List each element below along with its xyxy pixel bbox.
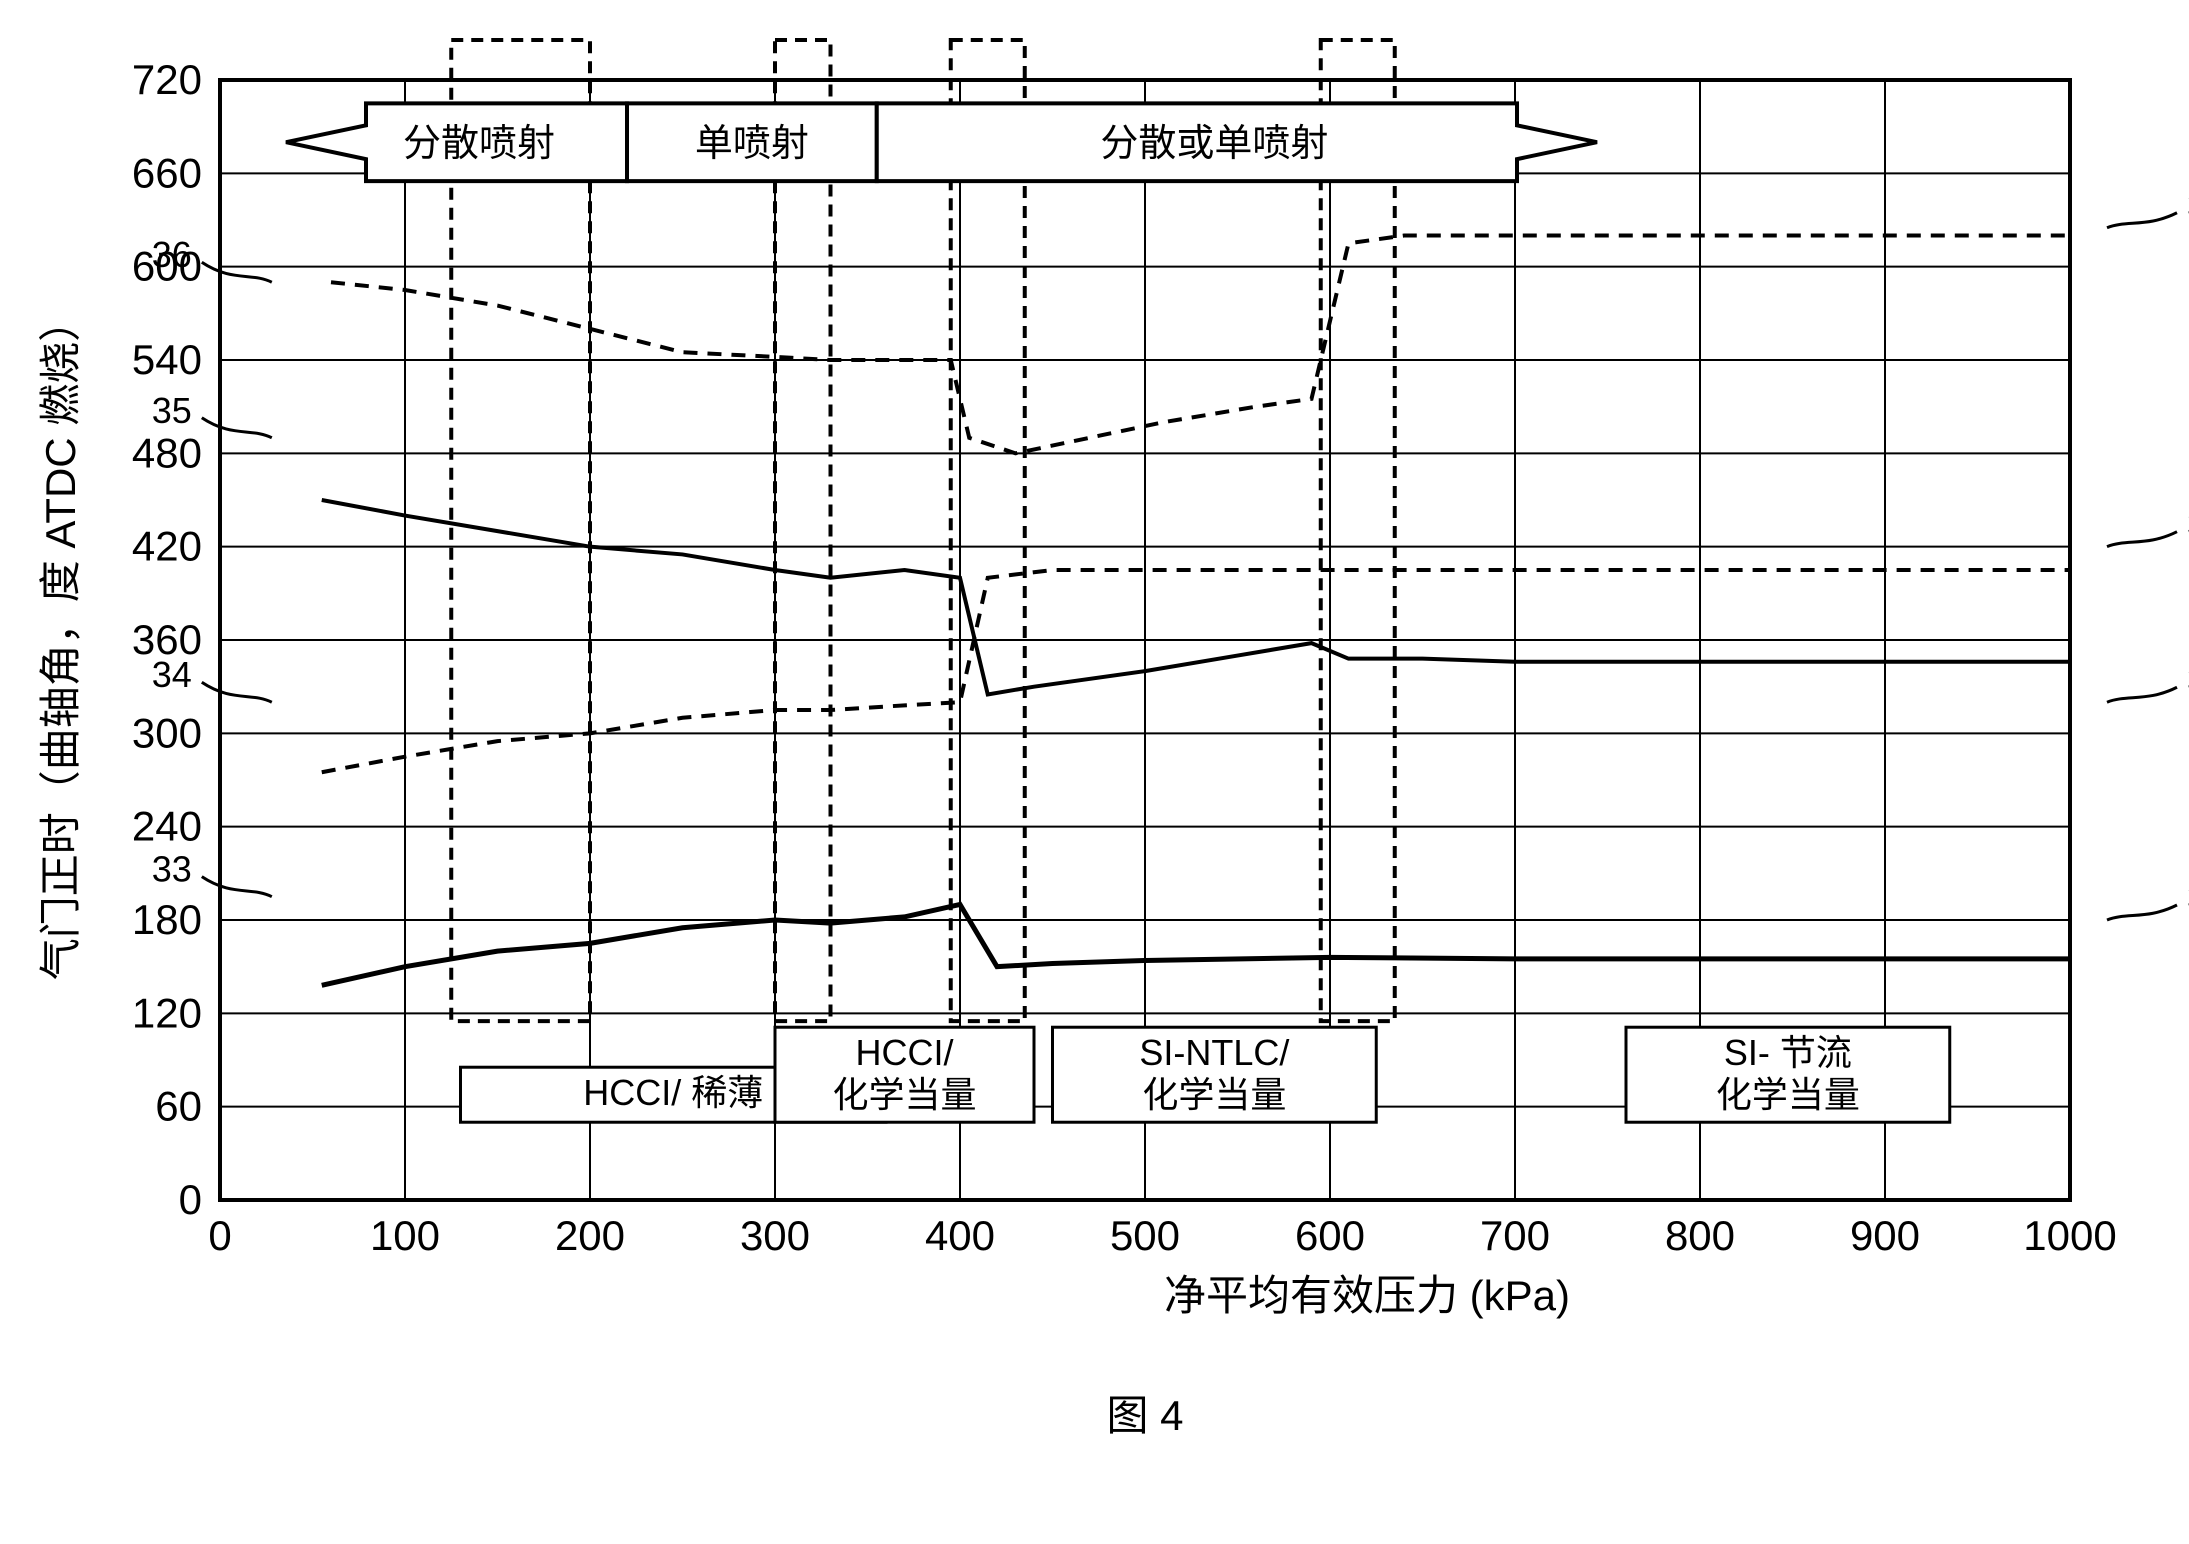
figure-label: 图 4 bbox=[1106, 1392, 1183, 1439]
leader-curve bbox=[2107, 532, 2177, 547]
chart-container: 0 100 200 300 400 500 600 700 800 900 1000 0 60 120 18… bbox=[20, 20, 2189, 1524]
line-label: 33 bbox=[152, 849, 192, 890]
ytick-label: 420 bbox=[132, 523, 202, 570]
ytick-label: 540 bbox=[132, 336, 202, 383]
xtick-label: 500 bbox=[1110, 1212, 1180, 1259]
ytick-label: 720 bbox=[132, 56, 202, 103]
xtick-label: 200 bbox=[555, 1212, 625, 1259]
ytick-label: 300 bbox=[132, 709, 202, 756]
y-axis-label: 气门正时（曲轴角，度 ATDC 燃烧） bbox=[37, 300, 84, 981]
ytick-label: 120 bbox=[132, 989, 202, 1036]
region-label: 化学当量 bbox=[832, 1074, 976, 1115]
region-label: 化学当量 bbox=[1716, 1074, 1860, 1115]
ytick-label: 480 bbox=[132, 429, 202, 476]
leader-curve bbox=[2107, 905, 2177, 920]
region-label: HCCI/ bbox=[856, 1032, 954, 1073]
region-label: 化学当量 bbox=[1142, 1074, 1286, 1115]
ytick-label: 660 bbox=[132, 149, 202, 196]
arrow-label: 分散或单喷射 bbox=[1100, 123, 1328, 165]
region-label: HCCI/ 稀薄 bbox=[583, 1072, 763, 1113]
arrow-label: 分散喷射 bbox=[403, 123, 555, 165]
region-label: SI- 节流 bbox=[1724, 1032, 1852, 1073]
arrow-label: 单喷射 bbox=[695, 123, 809, 165]
chart-svg: 0 100 200 300 400 500 600 700 800 900 1000 0 60 120 18… bbox=[20, 20, 2189, 1524]
xtick-label: 1000 bbox=[2023, 1212, 2116, 1259]
ytick-label: 180 bbox=[132, 896, 202, 943]
xtick-label: 0 bbox=[208, 1212, 231, 1259]
xtick-label: 300 bbox=[740, 1212, 810, 1259]
line-label: 35 bbox=[152, 390, 192, 431]
xtick-label: 700 bbox=[1480, 1212, 1550, 1259]
xtick-label: 100 bbox=[370, 1212, 440, 1259]
xtick-label: 400 bbox=[925, 1212, 995, 1259]
ytick-label: 240 bbox=[132, 803, 202, 850]
xtick-label: 900 bbox=[1850, 1212, 1920, 1259]
leader-curve bbox=[2107, 213, 2177, 228]
region-label: SI-NTLC/ bbox=[1139, 1032, 1289, 1073]
ytick-label: 60 bbox=[155, 1083, 202, 1130]
line-label: 34 bbox=[152, 654, 192, 695]
xtick-label: 800 bbox=[1665, 1212, 1735, 1259]
ytick-label: 0 bbox=[179, 1176, 202, 1223]
leader-curve bbox=[2107, 687, 2177, 702]
line-label: 36 bbox=[152, 234, 192, 275]
xtick-label: 600 bbox=[1295, 1212, 1365, 1259]
x-axis-label: 净平均有效压力 (kPa) bbox=[1164, 1272, 1570, 1319]
